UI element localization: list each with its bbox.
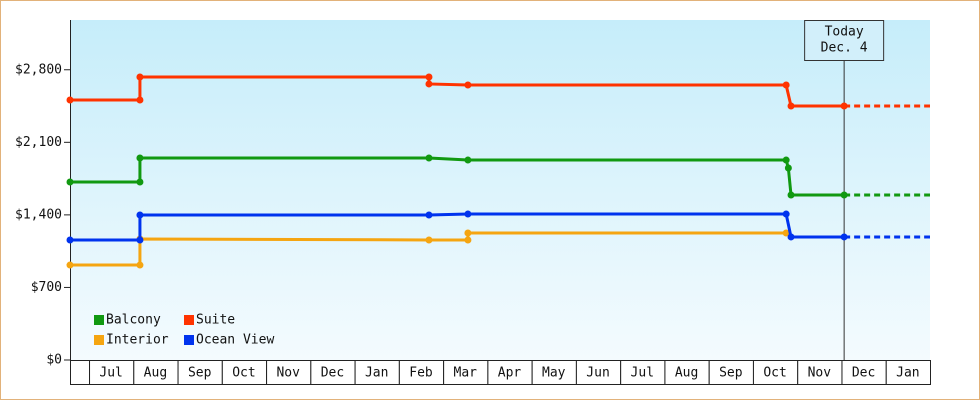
today-date: Dec. 4	[821, 41, 868, 56]
x-tick-label: Apr	[498, 366, 522, 381]
x-tick-label: Mar	[454, 366, 478, 381]
month-box	[398, 360, 445, 385]
point	[464, 229, 472, 237]
point	[136, 211, 144, 219]
y-tick-label: $2,800	[15, 62, 62, 77]
month-box	[221, 360, 268, 385]
legend-swatch	[94, 315, 104, 325]
x-tick-label: Oct	[763, 366, 786, 381]
legend-label: Ocean View	[196, 333, 274, 348]
y-tick-label: $2,100	[15, 135, 62, 150]
y-tick-label: $700	[31, 280, 62, 295]
month-box	[620, 360, 666, 385]
point	[425, 154, 433, 162]
point	[136, 236, 144, 244]
x-tick-label: Jan	[365, 366, 388, 381]
point	[782, 210, 790, 218]
month-box	[797, 360, 843, 385]
plot-area	[70, 20, 930, 360]
month-box	[885, 360, 931, 385]
y-tick-label: $1,400	[15, 207, 62, 222]
month-box	[354, 360, 400, 385]
x-tick-label: Sep	[719, 366, 743, 381]
month-box	[487, 360, 533, 385]
point	[425, 236, 433, 244]
point	[425, 80, 433, 88]
point	[136, 96, 144, 104]
month-box	[443, 360, 489, 385]
legend-swatch	[94, 335, 104, 345]
point	[136, 178, 144, 186]
point	[464, 81, 472, 89]
point	[782, 81, 790, 89]
x-tick-label: Jul	[631, 366, 654, 381]
point	[66, 261, 74, 269]
point	[464, 210, 472, 218]
legend-label: Balcony	[106, 313, 161, 328]
month-box	[266, 360, 312, 385]
point	[464, 156, 472, 164]
point	[66, 178, 74, 186]
x-tick-label: Jun	[586, 366, 609, 381]
point	[66, 236, 74, 244]
series-line	[70, 212, 845, 242]
point	[840, 102, 848, 110]
month-box	[752, 360, 799, 385]
x-tick-label: Nov	[808, 366, 832, 381]
point	[787, 233, 795, 241]
point	[840, 191, 848, 199]
x-tick-label: Aug	[675, 366, 698, 381]
point	[464, 236, 472, 244]
point	[782, 229, 790, 237]
point	[425, 211, 433, 219]
point	[66, 96, 74, 104]
today-box	[804, 20, 885, 61]
x-tick-label: Sep	[188, 366, 212, 381]
point	[136, 261, 144, 269]
x-tick-label: Dec	[852, 366, 875, 381]
month-box	[70, 360, 91, 385]
x-tick-label: May	[542, 366, 566, 381]
legend-swatch	[184, 335, 194, 345]
month-box	[310, 360, 356, 385]
point	[784, 164, 792, 172]
month-box	[575, 360, 622, 385]
point	[425, 73, 433, 81]
legend-swatch	[184, 315, 194, 325]
y-tick-label: $0	[46, 353, 62, 368]
today-label: Today	[825, 25, 864, 40]
x-tick-label: Jan	[896, 366, 919, 381]
x-tick-label: Feb	[409, 366, 433, 381]
x-tick-label: Jul	[99, 366, 122, 381]
month-box	[177, 360, 223, 385]
x-tick-label: Nov	[276, 366, 300, 381]
point	[840, 233, 848, 241]
x-tick-label: Aug	[144, 366, 167, 381]
x-tick-label: Oct	[232, 366, 255, 381]
point	[136, 154, 144, 162]
point	[136, 73, 144, 81]
x-tick-label: Dec	[321, 366, 344, 381]
point	[787, 191, 795, 199]
legend-label: Suite	[196, 313, 235, 328]
point	[782, 156, 790, 164]
legend-label: Interior	[106, 333, 169, 348]
point	[787, 102, 795, 110]
month-box	[531, 360, 577, 385]
